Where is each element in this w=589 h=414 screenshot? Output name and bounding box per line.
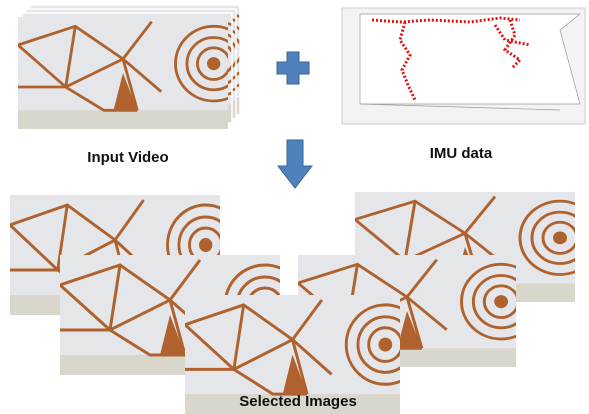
video-label: Input Video: [87, 149, 168, 166]
selected-images: [10, 192, 589, 414]
output-label: Selected Images: [239, 393, 357, 410]
plus-icon: [277, 52, 309, 84]
imu-plot: [342, 8, 585, 124]
diagram: Input Video IMU data Selected Images: [0, 0, 589, 414]
imu-label: IMU data: [430, 145, 493, 162]
arrow-icon: [278, 140, 312, 188]
video-stack: [18, 5, 264, 129]
page: {"inputs": {"video": {"label": "Input Vi…: [0, 0, 589, 414]
